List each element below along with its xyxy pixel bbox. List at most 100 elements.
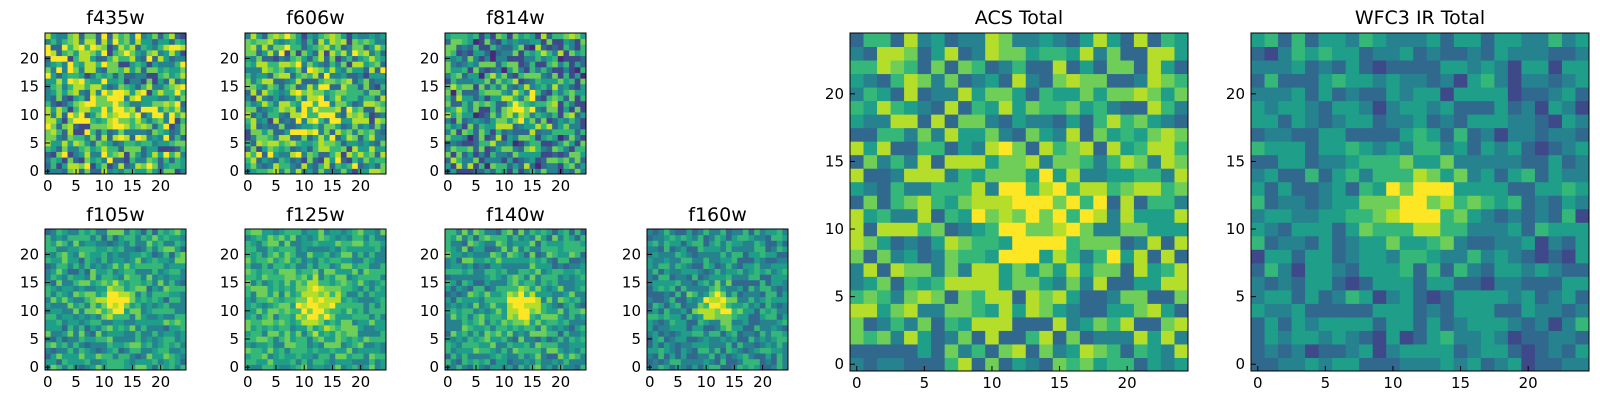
heatmap-cell — [346, 291, 353, 298]
heatmap-cell — [61, 78, 69, 85]
heatmap-cell — [157, 61, 164, 68]
heatmap-cell — [346, 72, 353, 79]
heatmap-cell — [318, 95, 325, 102]
heatmap-cell — [557, 336, 564, 343]
heatmap-cell — [473, 313, 480, 320]
heatmap-cell — [652, 319, 659, 326]
heatmap-cell — [557, 78, 564, 85]
heatmap-cell — [129, 100, 136, 107]
heatmap-cell — [569, 44, 576, 51]
heatmap-cell — [278, 140, 285, 147]
heatmap-cell — [754, 262, 761, 269]
heatmap-cell — [107, 268, 114, 275]
heatmap-cell — [307, 251, 314, 258]
heatmap-cell — [307, 307, 314, 315]
heatmap-cell — [467, 44, 474, 51]
heatmap-cell — [552, 245, 559, 253]
heatmap-cell — [748, 296, 755, 303]
heatmap-cell — [278, 229, 285, 236]
heatmap-cell — [73, 140, 80, 147]
heatmap-cell — [256, 341, 263, 348]
heatmap-cell — [692, 347, 699, 354]
heatmap-cell — [163, 302, 170, 309]
heatmap-cell — [267, 33, 274, 40]
heatmap-cell — [776, 234, 783, 241]
heatmap-cell — [357, 61, 364, 68]
heatmap-cell — [658, 324, 665, 332]
heatmap-cell — [1093, 289, 1108, 304]
heatmap-cell — [163, 168, 170, 175]
heatmap-cell — [647, 330, 654, 337]
heatmap-cell — [863, 330, 878, 345]
heatmap-cell — [318, 341, 325, 348]
heatmap-cell — [118, 245, 125, 253]
heatmap-cell — [61, 100, 69, 107]
heatmap-cell — [776, 330, 783, 337]
x-tick-label: 10 — [495, 373, 514, 391]
heatmap-cell — [340, 55, 348, 62]
heatmap-cell — [329, 106, 336, 113]
heatmap-cell — [754, 353, 761, 360]
heatmap-cell — [163, 364, 170, 371]
heatmap-cell — [1079, 303, 1094, 318]
heatmap-cell — [67, 234, 74, 241]
heatmap-cell — [512, 296, 519, 303]
heatmap-cell — [580, 296, 587, 303]
heatmap-cell — [557, 324, 564, 332]
heatmap-cell — [850, 127, 865, 142]
y-tick-label: 15 — [220, 274, 239, 292]
heatmap-cell — [714, 245, 721, 253]
heatmap-cell — [50, 319, 57, 326]
heatmap-cell — [95, 245, 102, 253]
heatmap-cell — [540, 240, 548, 247]
heatmap-cell — [782, 296, 789, 303]
heatmap-cell — [56, 341, 63, 348]
heatmap-cell — [357, 347, 364, 354]
heatmap-cell — [546, 274, 553, 281]
heatmap-cell — [574, 274, 581, 281]
heatmap-cell — [73, 33, 80, 40]
heatmap-cell — [467, 353, 474, 360]
heatmap-cell — [1079, 235, 1094, 250]
heatmap-cell — [284, 95, 291, 102]
heatmap-cell — [323, 157, 331, 164]
heatmap-cell — [557, 291, 564, 298]
heatmap-cell — [84, 319, 91, 326]
heatmap-cell — [301, 319, 308, 326]
heatmap-cell — [245, 274, 252, 281]
heatmap-cell — [1147, 249, 1162, 264]
heatmap-cell — [484, 229, 491, 236]
heatmap-cell — [580, 257, 587, 264]
heatmap-cell — [90, 151, 97, 158]
heatmap-cell — [540, 307, 548, 315]
heatmap-cell — [652, 313, 659, 320]
heatmap-cell — [782, 307, 789, 315]
heatmap-cell — [61, 140, 69, 147]
heatmap-cell — [318, 296, 325, 303]
heatmap-cell — [135, 61, 142, 68]
heatmap-cell — [731, 291, 738, 298]
heatmap-cell — [445, 72, 452, 79]
heatmap-cell — [101, 319, 108, 326]
heatmap-cell — [782, 336, 789, 343]
heatmap-cell — [307, 279, 314, 286]
heatmap-cell — [863, 316, 878, 331]
heatmap-cell — [245, 262, 252, 269]
heatmap-cell — [1147, 141, 1162, 156]
heatmap-cell — [101, 291, 108, 298]
heatmap-cell — [456, 245, 463, 253]
heatmap-cell — [157, 291, 164, 298]
heatmap-cell — [445, 145, 452, 152]
heatmap-cell — [152, 313, 159, 320]
heatmap-cell — [301, 302, 308, 309]
heatmap-cell — [129, 296, 136, 303]
heatmap-cell — [146, 111, 153, 119]
heatmap-cell — [256, 89, 263, 96]
heatmap-cell — [731, 319, 738, 326]
heatmap-cell — [295, 49, 302, 57]
heatmap-cell — [484, 95, 491, 102]
heatmap-cell — [512, 55, 519, 62]
heatmap-cell — [540, 234, 548, 241]
heatmap-cell — [50, 268, 57, 275]
heatmap-cell — [663, 302, 671, 309]
